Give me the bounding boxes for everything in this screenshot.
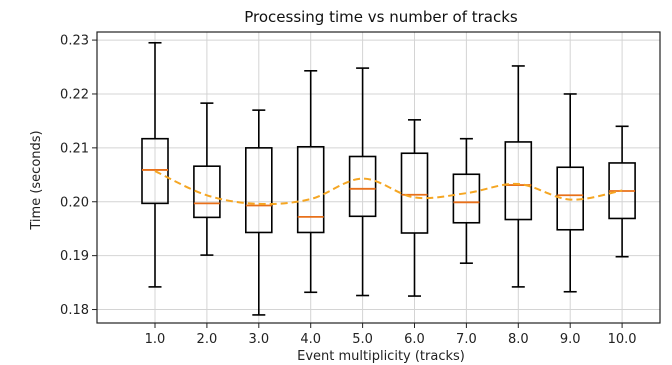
y-tick-label: 0.23 (60, 34, 89, 49)
x-tick-label: 3.0 (248, 332, 269, 347)
x-tick-label: 4.0 (300, 332, 321, 347)
axis-layer: 0.18 0.19 0.20 0.21 0.22 0.23 1.0 2.0 3.0 4.0 5.0 6… (60, 31, 661, 347)
mean-trend-line (154, 170, 623, 206)
x-tick-label: 2.0 (197, 332, 218, 347)
chart-title: Processing time vs number of tracks (244, 8, 518, 26)
box-body (348, 155, 377, 218)
box-2.0 (193, 102, 221, 256)
box-body (296, 145, 325, 234)
box-body (452, 173, 481, 224)
box-4.0 (296, 70, 325, 294)
y-axis-title: Time (seconds) (29, 130, 44, 230)
x-tick-label: 8.0 (508, 332, 529, 347)
box-body (141, 137, 169, 205)
y-tick-label: 0.22 (60, 87, 89, 102)
x-tick-label: 1.0 (145, 332, 166, 347)
box-body (193, 165, 221, 219)
box-body (400, 152, 429, 234)
box-7.0 (452, 137, 481, 264)
box-8.0 (504, 65, 533, 288)
box-3.0 (245, 109, 273, 316)
box-5.0 (348, 67, 377, 297)
y-tick-label: 0.19 (60, 249, 89, 264)
x-axis-title: Event multiplicity (tracks) (297, 349, 465, 364)
box-10.0 (608, 125, 636, 258)
y-tick-label: 0.20 (60, 195, 89, 210)
box-1.0 (141, 41, 169, 288)
box-body (245, 147, 273, 234)
x-tick-label: 5.0 (352, 332, 373, 347)
mean-layer (154, 170, 623, 206)
y-tick-label: 0.21 (60, 141, 89, 156)
box-layer (141, 41, 636, 316)
box-6.0 (400, 119, 429, 297)
grid-layer (97, 32, 660, 323)
x-tick-label: 7.0 (456, 332, 477, 347)
box-body (504, 141, 533, 221)
x-tick-label: 9.0 (560, 332, 581, 347)
x-tick-label: 10.0 (608, 332, 637, 347)
y-tick-label: 0.18 (60, 303, 89, 318)
x-tick-label: 6.0 (404, 332, 425, 347)
plot-frame (96, 31, 661, 324)
